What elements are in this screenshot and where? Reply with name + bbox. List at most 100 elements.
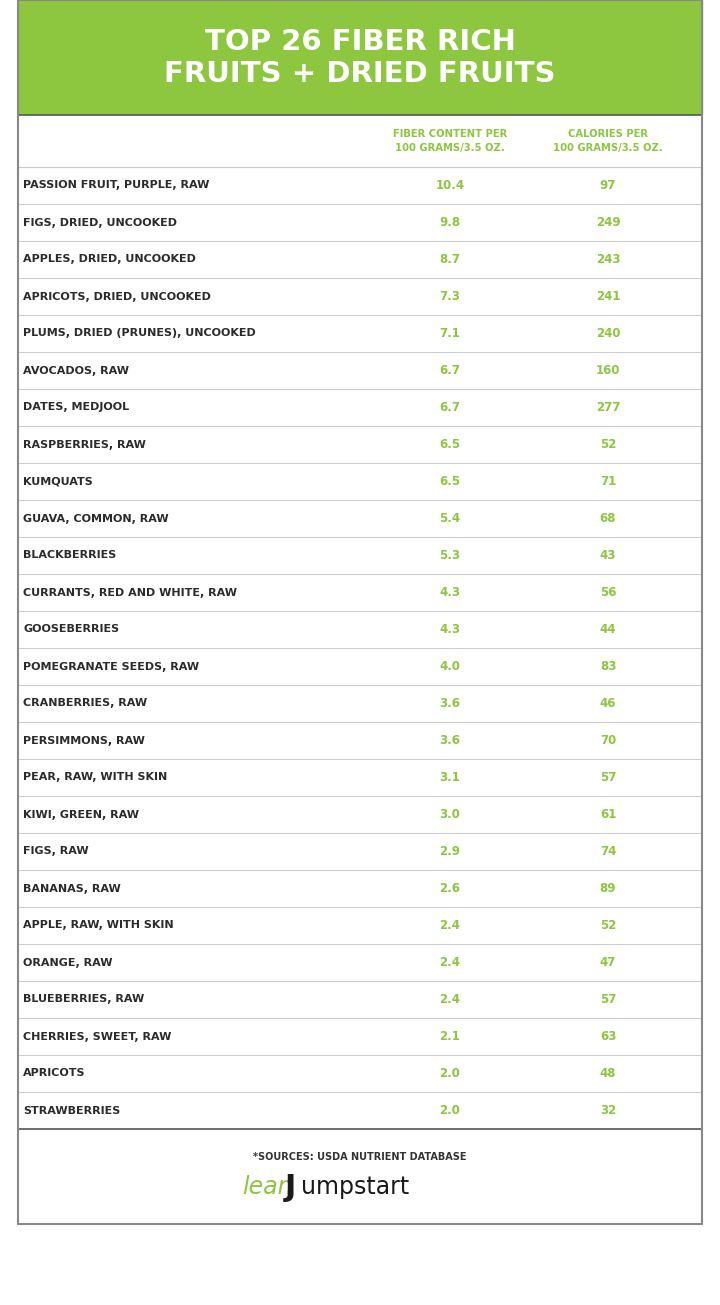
Text: 4.3: 4.3 <box>439 622 461 636</box>
Text: FIGS, DRIED, UNCOOKED: FIGS, DRIED, UNCOOKED <box>23 218 177 227</box>
Text: APRICOTS, DRIED, UNCOOKED: APRICOTS, DRIED, UNCOOKED <box>23 291 211 301</box>
Text: 57: 57 <box>600 993 616 1006</box>
Text: CURRANTS, RED AND WHITE, RAW: CURRANTS, RED AND WHITE, RAW <box>23 587 237 598</box>
Text: J: J <box>285 1172 297 1202</box>
Text: PEAR, RAW, WITH SKIN: PEAR, RAW, WITH SKIN <box>23 773 167 783</box>
Text: 4.0: 4.0 <box>439 660 461 673</box>
Text: 7.1: 7.1 <box>440 328 460 341</box>
Text: 2.0: 2.0 <box>440 1067 460 1081</box>
Text: 241: 241 <box>595 290 620 303</box>
Text: 97: 97 <box>600 179 616 192</box>
Text: 2.1: 2.1 <box>440 1030 460 1043</box>
Text: 3.6: 3.6 <box>439 697 461 710</box>
Text: GUAVA, COMMON, RAW: GUAVA, COMMON, RAW <box>23 513 168 523</box>
Bar <box>18 425 702 463</box>
Text: APPLES, DRIED, UNCOOKED: APPLES, DRIED, UNCOOKED <box>23 254 196 265</box>
Text: AVOCADOS, RAW: AVOCADOS, RAW <box>23 365 129 376</box>
Bar <box>18 685 702 722</box>
Text: 10.4: 10.4 <box>436 179 464 192</box>
Bar <box>18 944 702 981</box>
Text: CALORIES PER: CALORIES PER <box>568 129 648 140</box>
Text: 52: 52 <box>600 919 616 932</box>
Text: 100 GRAMS/3.5 OZ.: 100 GRAMS/3.5 OZ. <box>395 144 505 153</box>
Text: 61: 61 <box>600 808 616 821</box>
Text: 9.8: 9.8 <box>439 217 461 228</box>
Bar <box>18 870 702 907</box>
Text: 277: 277 <box>596 401 620 414</box>
Bar <box>18 907 702 944</box>
Text: 44: 44 <box>600 622 616 636</box>
Text: 83: 83 <box>600 660 616 673</box>
Text: DATES, MEDJOOL: DATES, MEDJOOL <box>23 402 129 412</box>
Bar <box>18 536 702 574</box>
Text: TOP 26 FIBER RICH: TOP 26 FIBER RICH <box>204 27 516 56</box>
Text: 6.7: 6.7 <box>439 364 461 377</box>
Bar <box>18 1092 702 1129</box>
Text: APPLE, RAW, WITH SKIN: APPLE, RAW, WITH SKIN <box>23 920 174 930</box>
Text: 2.0: 2.0 <box>440 1104 460 1117</box>
Bar <box>18 611 702 649</box>
Text: 249: 249 <box>595 217 621 228</box>
Bar <box>18 167 702 204</box>
Text: KUMQUATS: KUMQUATS <box>23 476 93 487</box>
Bar <box>18 463 702 500</box>
Text: 2.4: 2.4 <box>439 993 461 1006</box>
Text: 2.6: 2.6 <box>439 882 461 895</box>
Text: PLUMS, DRIED (PRUNES), UNCOOKED: PLUMS, DRIED (PRUNES), UNCOOKED <box>23 329 256 338</box>
Text: POMEGRANATE SEEDS, RAW: POMEGRANATE SEEDS, RAW <box>23 662 199 672</box>
Text: umpstart: umpstart <box>301 1174 409 1199</box>
Text: 8.7: 8.7 <box>439 253 461 266</box>
Text: 47: 47 <box>600 957 616 970</box>
Text: 4.3: 4.3 <box>439 586 461 599</box>
Text: 46: 46 <box>600 697 616 710</box>
Text: 7.3: 7.3 <box>440 290 460 303</box>
Bar <box>18 649 702 685</box>
Text: 160: 160 <box>595 364 620 377</box>
Bar <box>18 500 702 536</box>
Bar <box>18 760 702 796</box>
Text: 70: 70 <box>600 733 616 746</box>
Bar <box>18 115 702 167</box>
Text: CRANBERRIES, RAW: CRANBERRIES, RAW <box>23 698 147 709</box>
Text: 6.5: 6.5 <box>439 438 461 452</box>
Text: 57: 57 <box>600 771 616 784</box>
Bar <box>18 241 702 278</box>
Text: 100 GRAMS/3.5 OZ.: 100 GRAMS/3.5 OZ. <box>553 144 663 153</box>
Bar <box>18 981 702 1018</box>
Text: BLACKBERRIES: BLACKBERRIES <box>23 551 116 561</box>
Text: KIWI, GREEN, RAW: KIWI, GREEN, RAW <box>23 809 139 820</box>
Text: 240: 240 <box>595 328 620 341</box>
Bar <box>18 204 702 241</box>
Text: 2.4: 2.4 <box>439 957 461 970</box>
Text: STRAWBERRIES: STRAWBERRIES <box>23 1105 120 1116</box>
Bar <box>18 0 702 115</box>
Text: 3.0: 3.0 <box>440 808 460 821</box>
Text: 3.1: 3.1 <box>440 771 460 784</box>
Text: 89: 89 <box>600 882 616 895</box>
Text: lean: lean <box>242 1174 292 1199</box>
Text: CHERRIES, SWEET, RAW: CHERRIES, SWEET, RAW <box>23 1031 171 1041</box>
Text: RASPBERRIES, RAW: RASPBERRIES, RAW <box>23 440 146 449</box>
Bar <box>18 1129 702 1224</box>
Bar <box>18 352 702 389</box>
Text: FIGS, RAW: FIGS, RAW <box>23 847 89 856</box>
Text: 6.5: 6.5 <box>439 475 461 488</box>
Text: 32: 32 <box>600 1104 616 1117</box>
Bar <box>18 389 702 425</box>
Text: 63: 63 <box>600 1030 616 1043</box>
Text: 2.9: 2.9 <box>439 846 461 857</box>
Text: 5.3: 5.3 <box>439 549 461 562</box>
Bar <box>18 796 702 833</box>
Text: BLUEBERRIES, RAW: BLUEBERRIES, RAW <box>23 994 144 1005</box>
Text: 68: 68 <box>600 512 616 525</box>
Bar <box>18 278 702 315</box>
Text: PASSION FRUIT, PURPLE, RAW: PASSION FRUIT, PURPLE, RAW <box>23 180 210 191</box>
Text: 74: 74 <box>600 846 616 857</box>
Text: 243: 243 <box>595 253 620 266</box>
Bar <box>18 1018 702 1054</box>
Text: FIBER CONTENT PER: FIBER CONTENT PER <box>393 129 507 140</box>
Text: FRUITS + DRIED FRUITS: FRUITS + DRIED FRUITS <box>164 60 556 87</box>
Bar <box>18 315 702 352</box>
Text: 2.4: 2.4 <box>439 919 461 932</box>
Text: 48: 48 <box>600 1067 616 1081</box>
